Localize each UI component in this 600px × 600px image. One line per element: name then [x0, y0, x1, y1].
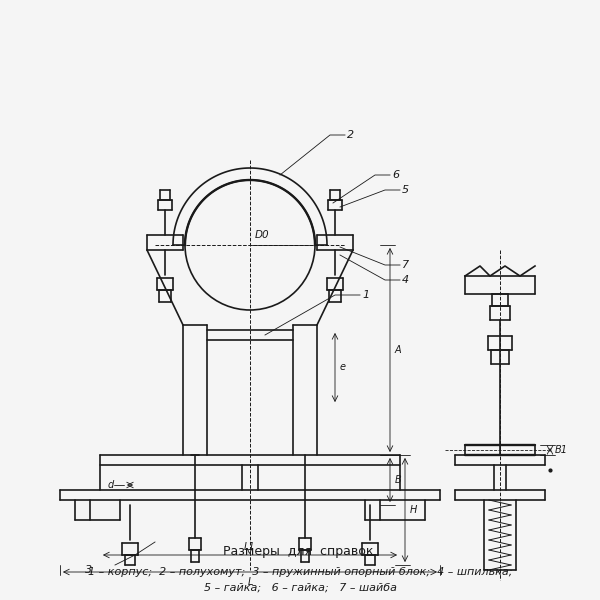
- Text: A: A: [395, 345, 401, 355]
- Text: L1: L1: [244, 542, 256, 552]
- Text: d: d: [108, 480, 114, 490]
- Text: 7: 7: [402, 260, 409, 270]
- Text: 2: 2: [347, 130, 354, 140]
- Text: 4: 4: [402, 275, 409, 285]
- Text: 5 – гайка;   6 – гайка;   7 – шайба: 5 – гайка; 6 – гайка; 7 – шайба: [203, 583, 397, 593]
- Text: 5: 5: [402, 185, 409, 195]
- Text: e: e: [340, 362, 346, 373]
- Text: 6: 6: [392, 170, 399, 180]
- Text: B: B: [395, 475, 402, 485]
- Text: H: H: [410, 505, 418, 515]
- Text: Размеры  для  справок.: Размеры для справок.: [223, 545, 377, 559]
- Text: 1: 1: [362, 290, 369, 300]
- Text: 3: 3: [85, 565, 92, 575]
- Text: L: L: [247, 577, 253, 587]
- Text: 1 – корпус;  2 – полухомут;  3 – пружинный опорный блок;  4 – шпилька;: 1 – корпус; 2 – полухомут; 3 – пружинный…: [88, 567, 512, 577]
- Text: B1: B1: [555, 445, 568, 455]
- Text: D0: D0: [255, 230, 269, 240]
